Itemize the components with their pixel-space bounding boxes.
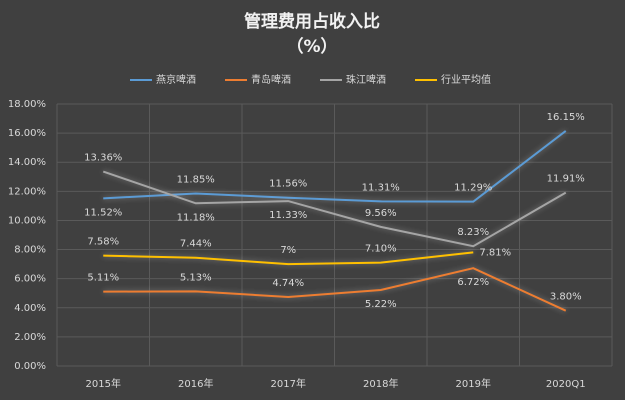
data-label: 7% <box>280 245 296 256</box>
legend-label: 燕京啤酒 <box>156 73 196 86</box>
y-tick-label: 0.00% <box>14 361 46 372</box>
data-label: 11.56% <box>269 179 307 190</box>
chart-subtitle: （%） <box>286 36 337 57</box>
data-label: 4.74% <box>272 278 304 289</box>
data-label: 8.23% <box>457 227 489 238</box>
y-tick-label: 10.00% <box>8 215 46 226</box>
data-label: 11.91% <box>547 174 585 185</box>
x-tick-label: 2017年 <box>271 377 306 390</box>
legend-label: 珠江啤酒 <box>346 73 386 86</box>
data-label: 3.80% <box>550 292 582 303</box>
data-label: 11.33% <box>269 210 307 221</box>
series-line <box>102 170 567 248</box>
y-tick-label: 12.00% <box>8 186 46 197</box>
data-label: 7.44% <box>180 239 212 250</box>
x-tick-label: 2020Q1 <box>546 379 586 390</box>
chart-title: 管理费用占收入比 <box>244 11 380 32</box>
legend-label: 行业平均值 <box>441 73 491 86</box>
data-label: 5.13% <box>180 272 212 283</box>
data-label: 13.36% <box>84 153 122 164</box>
x-tick-label: 2019年 <box>456 377 491 390</box>
data-label: 16.15% <box>547 112 585 123</box>
data-label: 5.22% <box>365 299 397 310</box>
y-tick-label: 18.00% <box>8 99 46 110</box>
y-tick-label: 8.00% <box>14 245 46 256</box>
data-label: 11.52% <box>84 207 122 218</box>
legend-label: 青岛啤酒 <box>251 73 291 86</box>
data-label: 7.10% <box>365 244 397 255</box>
data-label: 11.85% <box>177 175 215 186</box>
x-tick-label: 2016年 <box>178 377 213 390</box>
series-line <box>103 267 567 312</box>
y-tick-label: 4.00% <box>14 303 46 314</box>
y-tick-label: 16.00% <box>8 128 46 139</box>
data-label: 11.29% <box>454 183 492 194</box>
series-line <box>103 130 567 203</box>
x-tick-label: 2018年 <box>363 377 398 390</box>
y-tick-label: 14.00% <box>8 157 46 168</box>
data-label: 6.72% <box>457 277 489 288</box>
x-tick-label: 2015年 <box>86 377 121 390</box>
series-line <box>103 251 474 266</box>
data-label: 7.58% <box>87 237 119 248</box>
data-label: 11.18% <box>177 212 215 223</box>
y-tick-label: 2.00% <box>14 332 46 343</box>
data-label: 7.81% <box>479 247 511 258</box>
data-label: 9.56% <box>365 208 397 219</box>
data-label: 5.11% <box>87 273 119 284</box>
data-label: 11.31% <box>362 182 400 193</box>
y-tick-label: 6.00% <box>14 274 46 285</box>
